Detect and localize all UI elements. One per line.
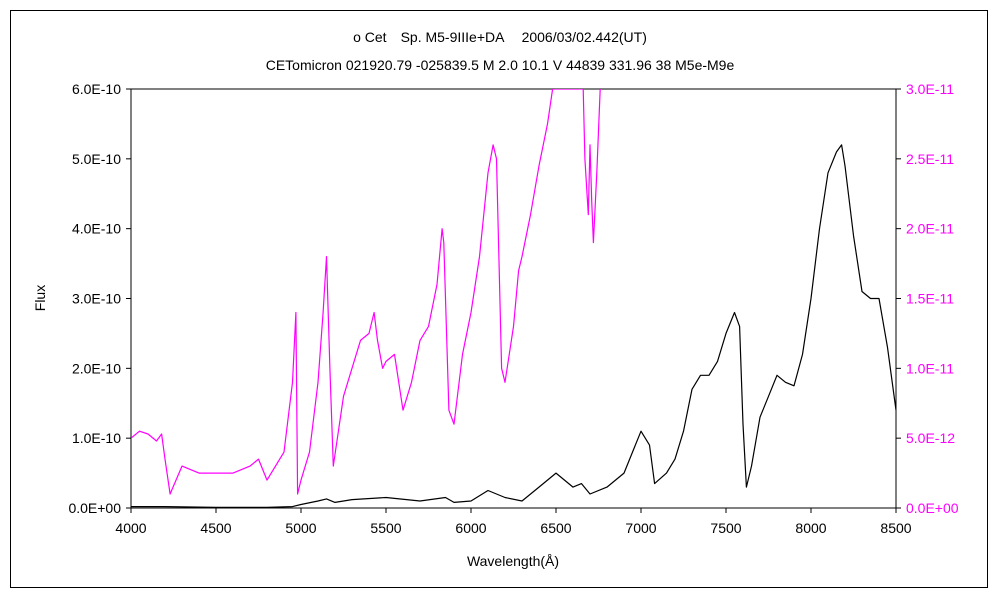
chart-frame <box>10 10 988 588</box>
y2-tick-label: 1.5E-11 <box>906 291 954 307</box>
x-tick-label: 6500 <box>540 520 571 536</box>
x-tick-label: 6000 <box>455 520 486 536</box>
axis-layer: 4000 4500 5000 5500 6000 6500 7000 7500 8000 8500… <box>68 81 958 536</box>
y-tick-label: 6.0E-10 <box>72 81 121 97</box>
y2-tick-label: 0.0E+00 <box>906 500 959 516</box>
chart-subtitle: CETomicron 021920.79 -025839.5 M 2.0 10.… <box>266 57 735 73</box>
x-tick-label: 7000 <box>625 520 656 536</box>
y-tick-label: 0.0E+00 <box>68 500 121 516</box>
y-tick-label: 5.0E-10 <box>72 151 121 167</box>
y2-tick-label: 2.5E-11 <box>906 151 954 167</box>
chart-title: ο Cet Sp. M5-9IIIe+DA 2006/03/02.442(UT) <box>353 29 647 45</box>
y-axis-label: Flux <box>32 285 48 311</box>
series-layer <box>131 89 896 508</box>
plot-border <box>130 88 897 509</box>
x-tick-label: 7500 <box>710 520 741 536</box>
series-line-right-axis <box>131 89 601 495</box>
plot-area <box>130 88 897 509</box>
x-axis-label: Wavelength(Å) <box>467 553 559 569</box>
y-tick-label: 1.0E-10 <box>72 430 121 446</box>
x-tick-label: 4500 <box>200 520 231 536</box>
x-tick-label: 5000 <box>285 520 316 536</box>
y-tick-label: 2.0E-10 <box>72 360 121 376</box>
x-tick-label: 4000 <box>115 520 146 536</box>
y-tick-label: 3.0E-10 <box>72 291 121 307</box>
x-tick-label: 8000 <box>795 520 826 536</box>
y-tick-label: 4.0E-10 <box>72 221 121 237</box>
y2-tick-label: 5.0E-12 <box>906 430 955 446</box>
series-line-left-axis <box>131 144 896 508</box>
x-tick-label: 5500 <box>370 520 401 536</box>
y2-tick-label: 2.0E-11 <box>906 221 954 237</box>
x-tick-label: 8500 <box>880 520 911 536</box>
y2-tick-label: 3.0E-11 <box>906 81 954 97</box>
y2-tick-label: 1.0E-11 <box>906 360 954 376</box>
